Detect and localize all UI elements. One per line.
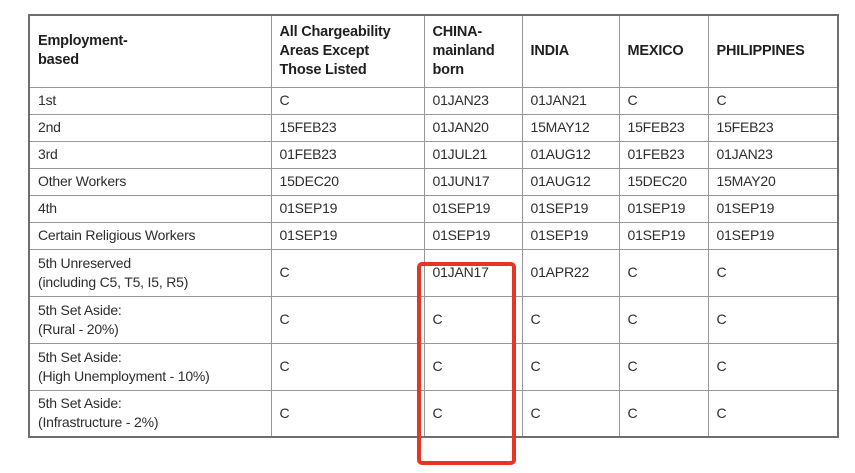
row-label: 1st <box>28 86 272 115</box>
column-header-india: INDIA <box>521 14 620 88</box>
row-label: 4th <box>28 194 272 223</box>
cell: 01AUG12 <box>521 167 620 196</box>
row-label: Other Workers <box>28 167 272 196</box>
row-label: Certain Religious Workers <box>28 221 272 250</box>
cell: 15DEC20 <box>270 167 425 196</box>
cell: C <box>707 342 839 391</box>
cell: 01SEP19 <box>707 194 839 223</box>
table-row-5th-unreserved: 5th Unreserved (including C5, T5, I5, R5… <box>28 248 839 297</box>
cell: 01SEP19 <box>521 221 620 250</box>
cell: 01SEP19 <box>423 194 523 223</box>
cell: 15MAY12 <box>521 113 620 142</box>
cell: C <box>707 389 839 438</box>
cell: C <box>270 389 425 438</box>
cell: 01JAN23 <box>423 86 523 115</box>
cell: C <box>618 86 709 115</box>
cell: 01SEP19 <box>270 221 425 250</box>
cell: C <box>618 295 709 344</box>
cell: 15FEB23 <box>270 113 425 142</box>
cell: 01JAN20 <box>423 113 523 142</box>
cell: 01JUL21 <box>423 140 523 169</box>
cell-highlighted: C <box>423 295 523 344</box>
cell: 01APR22 <box>521 248 620 297</box>
cell: C <box>270 295 425 344</box>
row-label: 5th Set Aside: (Rural - 20%) <box>28 295 272 344</box>
cell: C <box>270 248 425 297</box>
cell: 15MAY20 <box>707 167 839 196</box>
column-header-philippines: PHILIPPINES <box>707 14 839 88</box>
cell: 01JAN21 <box>521 86 620 115</box>
cell: C <box>521 342 620 391</box>
table-row-1st: 1st C 01JAN23 01JAN21 C C <box>28 86 839 115</box>
cell: C <box>707 248 839 297</box>
cell: 01SEP19 <box>707 221 839 250</box>
table-row-4th: 4th 01SEP19 01SEP19 01SEP19 01SEP19 01SE… <box>28 194 839 223</box>
cell-highlighted: C <box>423 342 523 391</box>
cell: 01FEB23 <box>618 140 709 169</box>
table-row-other-workers: Other Workers 15DEC20 01JUN17 01AUG12 15… <box>28 167 839 196</box>
cell: C <box>521 389 620 438</box>
row-label: 5th Set Aside: (Infrastructure - 2%) <box>28 389 272 438</box>
table-row-3rd: 3rd 01FEB23 01JUL21 01AUG12 01FEB23 01JA… <box>28 140 839 169</box>
cell: C <box>707 86 839 115</box>
column-header-all-chargeability: All Chargeability Areas Except Those Lis… <box>270 14 425 88</box>
cell: C <box>707 295 839 344</box>
cell: 01SEP19 <box>618 221 709 250</box>
table-row-5th-set-aside-infrastructure: 5th Set Aside: (Infrastructure - 2%) C C… <box>28 389 839 438</box>
cell: C <box>270 342 425 391</box>
cell-highlighted: C <box>423 389 523 438</box>
row-label: 5th Unreserved (including C5, T5, I5, R5… <box>28 248 272 297</box>
cell-highlighted: 01JAN17 <box>423 248 523 297</box>
cell: 15DEC20 <box>618 167 709 196</box>
cell: C <box>270 86 425 115</box>
column-header-employment-based: Employment- based <box>28 14 272 88</box>
cell: 15FEB23 <box>707 113 839 142</box>
cell: C <box>618 389 709 438</box>
visa-bulletin-table: Employment- based All Chargeability Area… <box>28 14 839 438</box>
table-row-2nd: 2nd 15FEB23 01JAN20 15MAY12 15FEB23 15FE… <box>28 113 839 142</box>
cell: 01SEP19 <box>618 194 709 223</box>
cell: 01JUN17 <box>423 167 523 196</box>
cell: C <box>521 295 620 344</box>
table-header-row: Employment- based All Chargeability Area… <box>28 14 839 88</box>
cell: 01FEB23 <box>270 140 425 169</box>
cell: C <box>618 342 709 391</box>
column-header-mexico: MEXICO <box>618 14 709 88</box>
cell: 01SEP19 <box>270 194 425 223</box>
cell: 01AUG12 <box>521 140 620 169</box>
row-label: 2nd <box>28 113 272 142</box>
cell: 01JAN23 <box>707 140 839 169</box>
column-header-china: CHINA- mainland born <box>423 14 523 88</box>
row-label: 5th Set Aside: (High Unemployment - 10%) <box>28 342 272 391</box>
cell: C <box>618 248 709 297</box>
cell: 01SEP19 <box>521 194 620 223</box>
row-label: 3rd <box>28 140 272 169</box>
table-row-5th-set-aside-rural: 5th Set Aside: (Rural - 20%) C C C C C <box>28 295 839 344</box>
table-row-5th-set-aside-high-unemployment: 5th Set Aside: (High Unemployment - 10%)… <box>28 342 839 391</box>
cell: 01SEP19 <box>423 221 523 250</box>
table-row-certain-religious-workers: Certain Religious Workers 01SEP19 01SEP1… <box>28 221 839 250</box>
cell: 15FEB23 <box>618 113 709 142</box>
